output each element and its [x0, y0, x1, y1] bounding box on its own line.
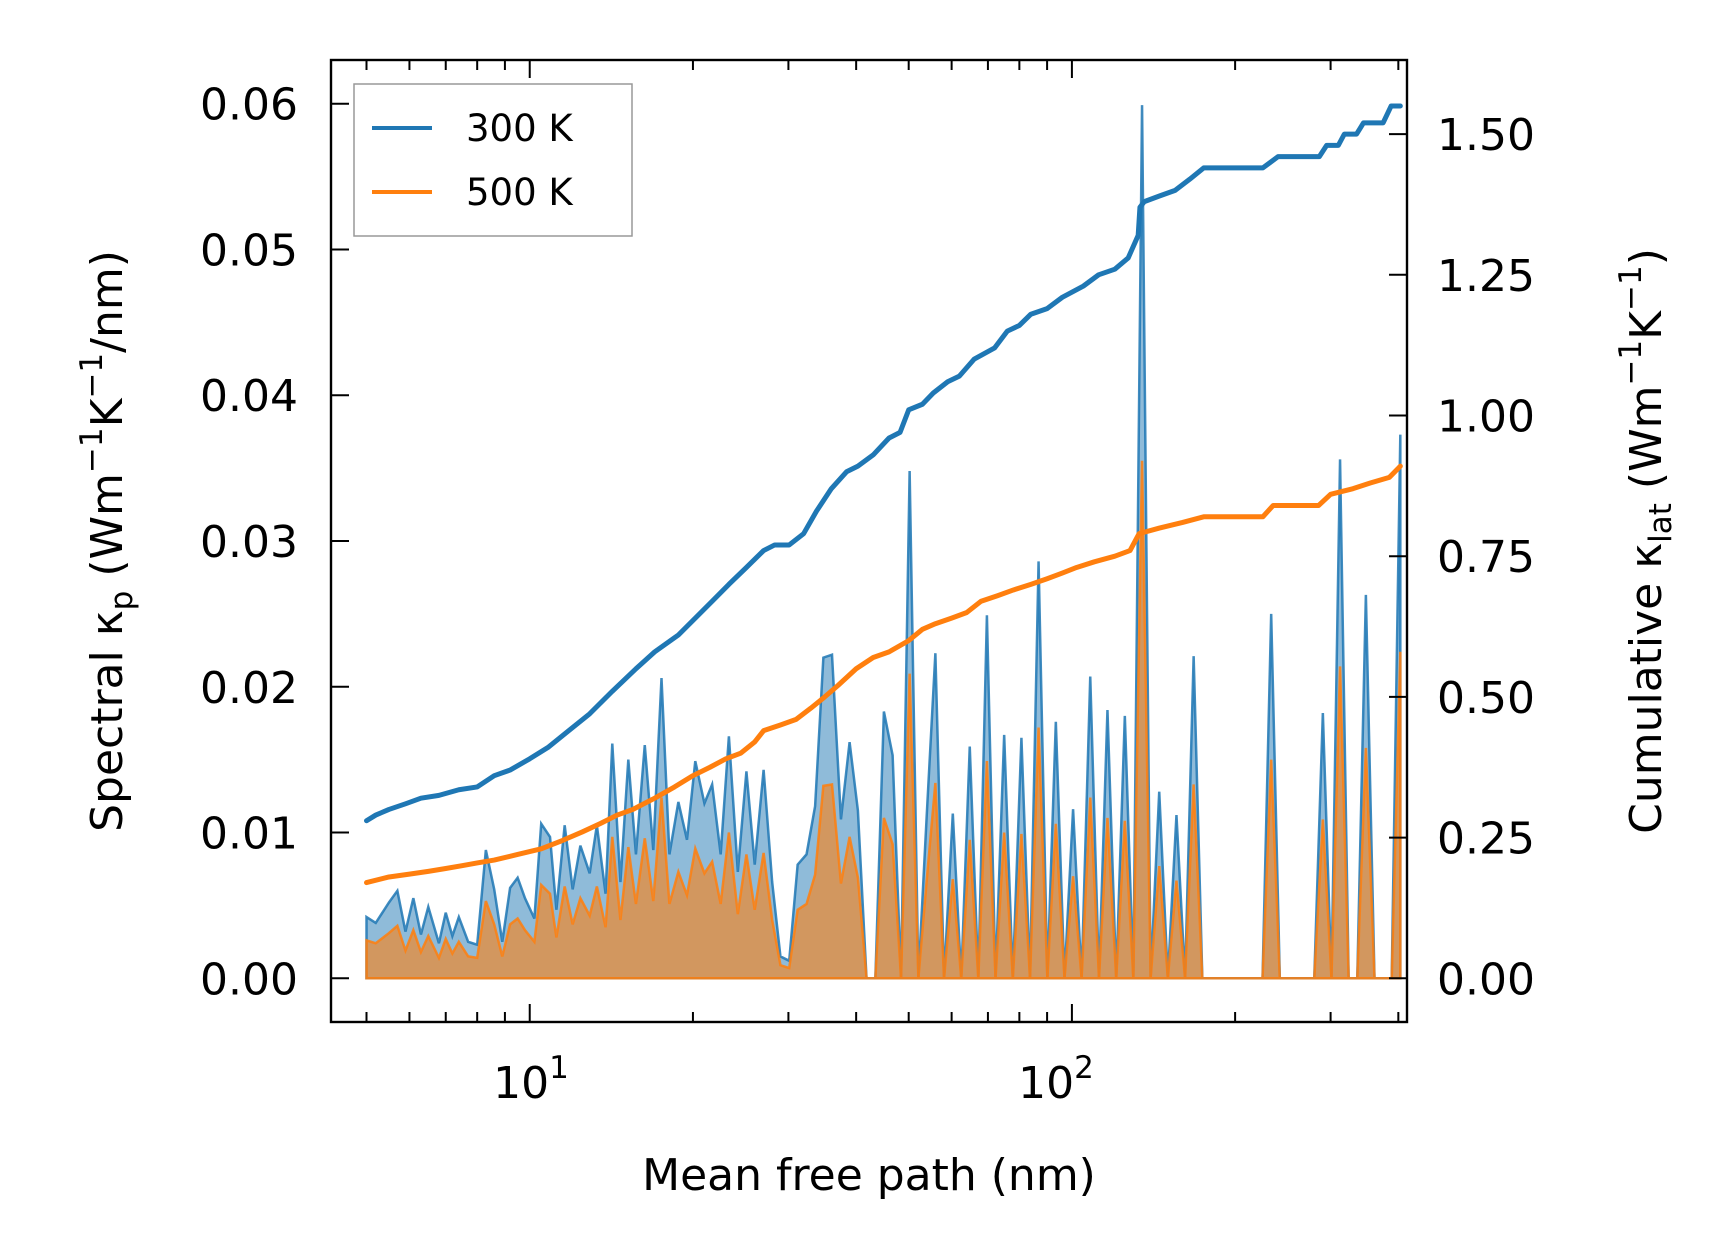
legend-label-500k: 500 K	[466, 171, 574, 214]
left-y-tick-label: 0.02	[200, 663, 298, 714]
x-tick-labels: 101 102	[493, 1050, 1094, 1109]
x-tick-label-100: 102	[1018, 1050, 1094, 1109]
cumulative-line-500k	[364, 463, 1403, 886]
cumulative-line-300k	[364, 103, 1403, 824]
left-y-tick-label: 0.05	[200, 225, 298, 276]
left-y-tick-label: 0.00	[200, 954, 298, 1005]
cumulative-line-layer	[364, 103, 1403, 886]
legend-label-300k: 300 K	[466, 107, 574, 150]
x-tick-label-10: 101	[493, 1050, 569, 1109]
spectral-area-layer	[365, 105, 1402, 980]
right-y-tick-label: 0.00	[1437, 954, 1535, 1005]
right-y-tick-label: 1.00	[1437, 392, 1535, 443]
legend: 300 K 500 K	[353, 83, 633, 237]
x-axis-title: Mean free path (nm)	[642, 1150, 1096, 1201]
right-y-tick-label: 0.50	[1437, 673, 1535, 724]
left-y-axis-title: Spectral κp (Wm−1K−1/nm)	[74, 250, 140, 832]
spectral-area-500k	[365, 460, 1402, 980]
left-y-tick-label: 0.03	[200, 517, 298, 568]
tick-marks	[331, 60, 1407, 1022]
left-y-tick-label: 0.04	[200, 371, 298, 422]
right-y-tick-label: 0.25	[1437, 814, 1535, 865]
left-y-tick-label: 0.01	[200, 809, 298, 860]
right-y-tick-label: 1.25	[1437, 251, 1535, 302]
right-y-tick-label: 0.75	[1437, 532, 1535, 583]
right-y-axis-title: Cumulative κlat (Wm−1K−1)	[1613, 248, 1679, 834]
right-y-tick-label: 1.50	[1437, 110, 1535, 161]
right-y-tick-labels: 0.00 0.25 0.50 0.75 1.00 1.25 1.50	[1437, 110, 1535, 1005]
left-y-tick-label: 0.06	[200, 80, 298, 131]
left-y-tick-labels: 0.00 0.01 0.02 0.03 0.04 0.05 0.06	[200, 80, 298, 1006]
legend-box	[353, 83, 633, 237]
